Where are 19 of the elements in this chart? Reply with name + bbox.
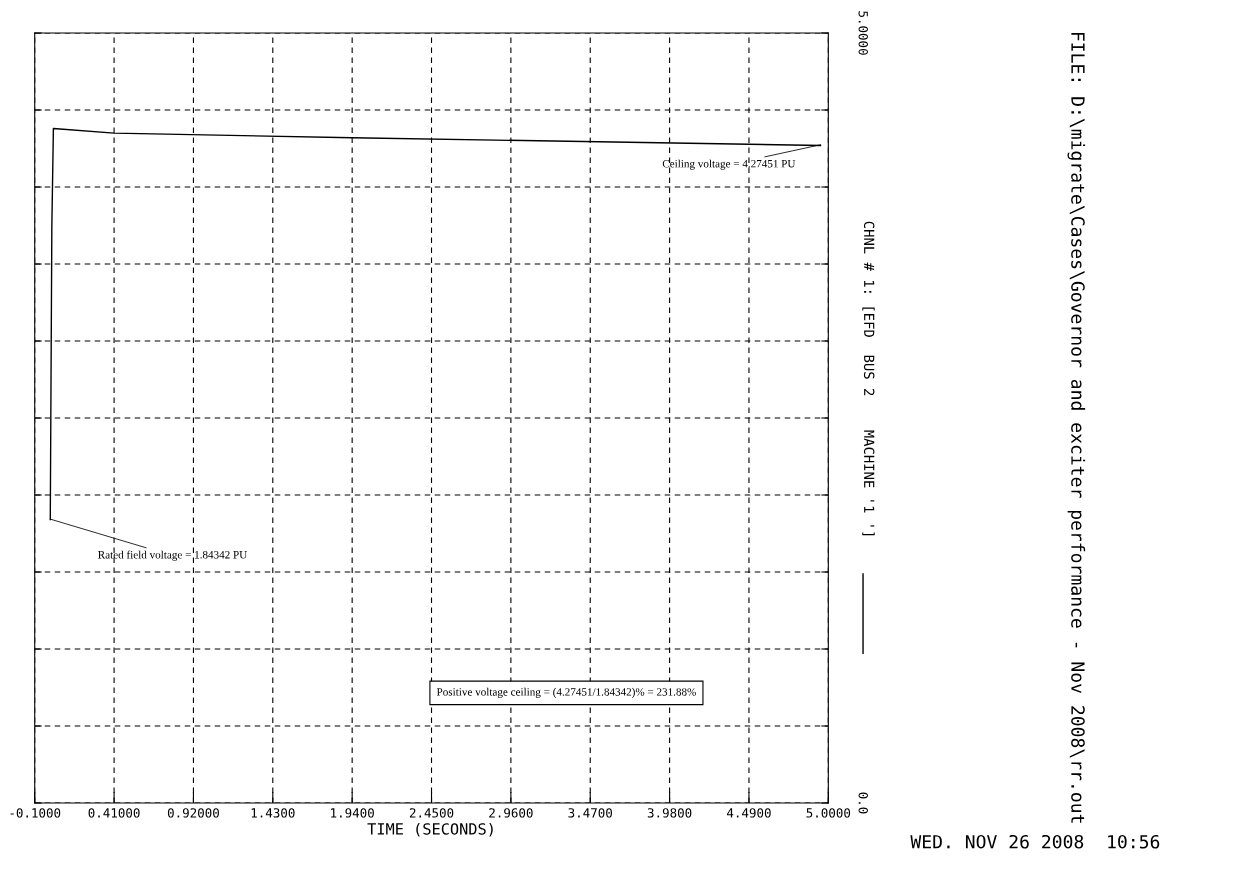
y-tick-label: 0.0 [858, 792, 868, 814]
text: WED. NOV 26 2008 10:56 [910, 834, 1160, 849]
x-tick-label: 3.4700 [568, 808, 613, 818]
x-tick-label: 0.41000 [88, 808, 140, 818]
annotation: Positive voltage ceiling = (4.27451/1.84342)% = 231.88% [436, 687, 696, 698]
x-tick-label: 2.4500 [409, 808, 454, 818]
x-tick-label: 5.0000 [806, 808, 851, 818]
x-tick-label: 0.92000 [167, 808, 219, 818]
text: CHNL # 1: [EFD BUS 2 MACHINE '1 '] [862, 221, 875, 536]
x-tick-label: 4.4900 [727, 808, 771, 818]
x-axis-title: TIME (SECONDS) [367, 822, 493, 837]
text: FILE: D:\migrate\Cases\Governor and exciter performance - Nov 2008\rr.out [1067, 32, 1086, 823]
annotation: Ceiling voltage = 4.27451 PU [662, 159, 796, 170]
x-tick-label: 1.9400 [331, 808, 374, 818]
x-tick-label: 1.4300 [251, 808, 295, 818]
x-tick-label: -0.1000 [10, 808, 61, 818]
x-tick-label: 2.9600 [489, 808, 533, 818]
annotation: Rated field voltage = 1.84342 PU [98, 550, 247, 561]
x-tick-label: 3.9800 [647, 808, 692, 818]
